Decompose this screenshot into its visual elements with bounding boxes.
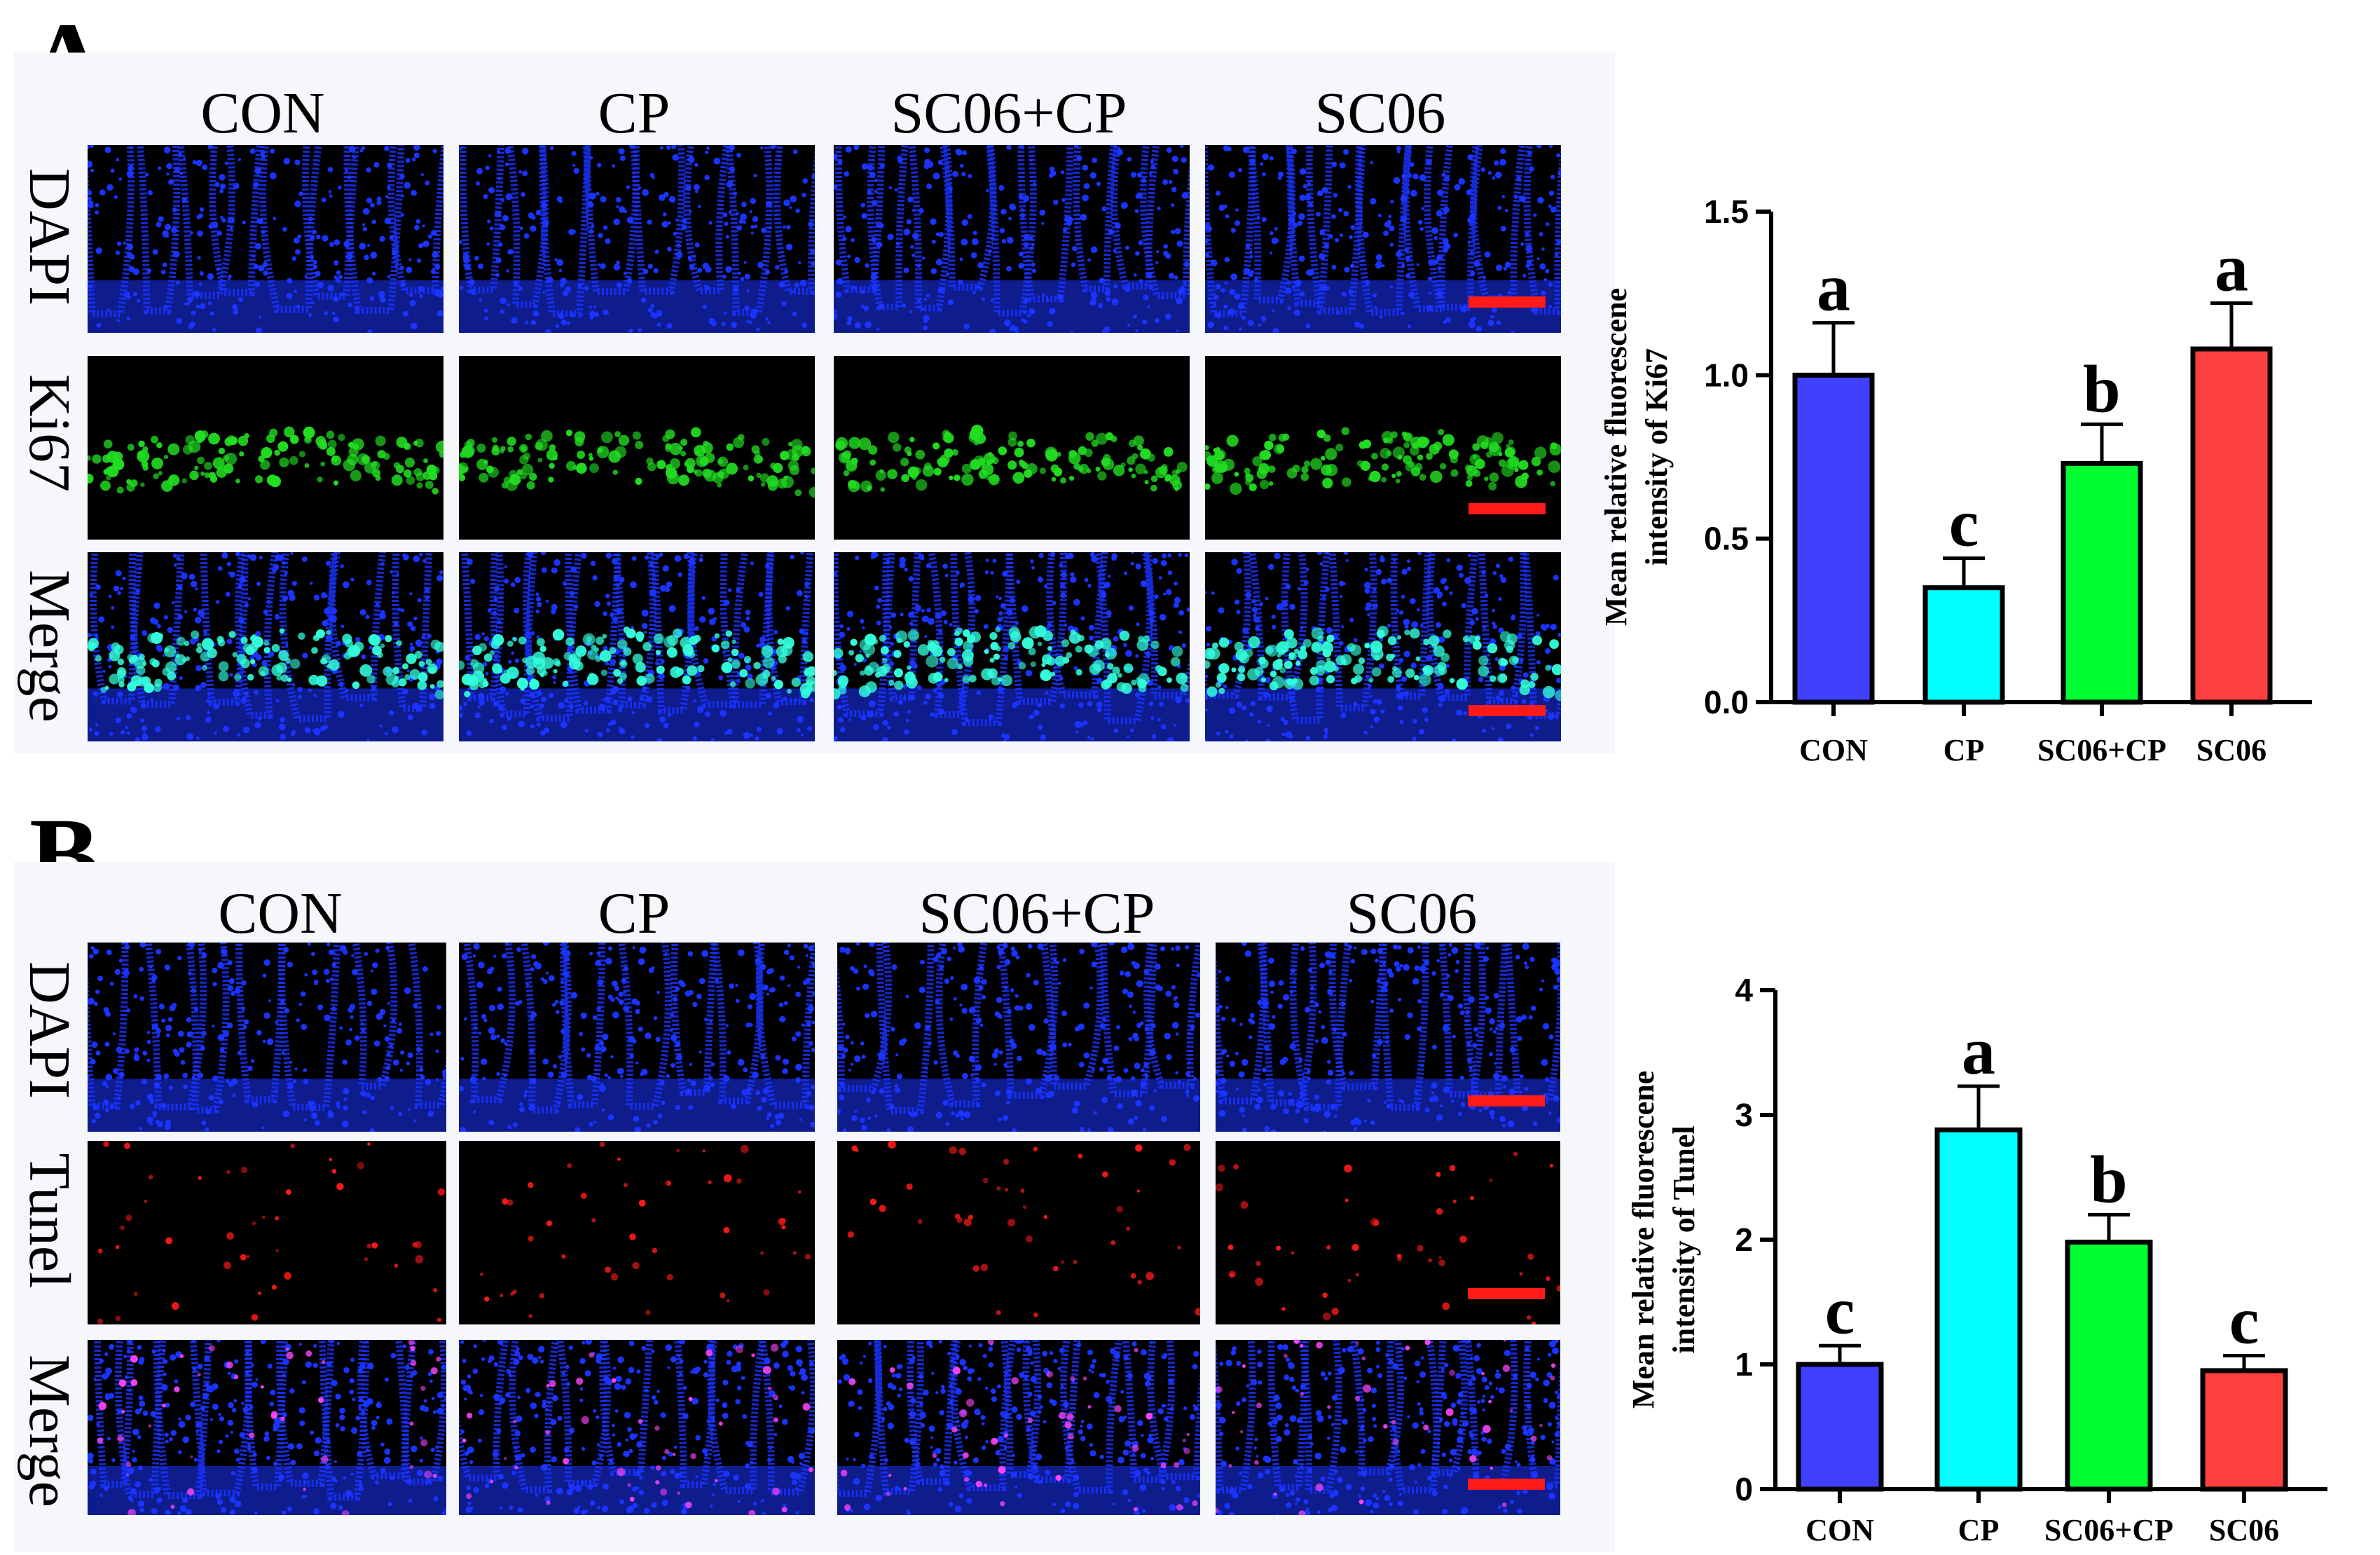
x-tick-label: SC06+CP [2044,1513,2173,1547]
y-tick-label: 0 [1735,1471,1753,1507]
micrograph-tile [1216,943,1560,1132]
y-tick-label: 0.0 [1704,684,1749,720]
significance-letter: c [1949,486,1979,561]
ki67-bar-chart: 0.0 0.5 1.0 1.5 Mean relative fluorescene int… [1599,193,2312,767]
x-tick-label: CP [1944,733,1985,767]
y-axis-label-line: intensity of Tunel [1667,1125,1701,1353]
bar [1922,585,2005,705]
y-tick-label: 1.0 [1704,357,1749,393]
significance-letter: a [1817,250,1850,325]
scale-bar [1468,1095,1545,1107]
tunel-bar-chart: 0 1 2 3 4 Mean relative fluorescene intensity … [1626,972,2327,1547]
y-tick-label: 1.5 [1704,193,1749,230]
micrograph-tile [837,1340,1200,1515]
y-axis-label: Mean relative fluorescene intensity of Tu… [1626,1071,1701,1409]
micrograph-tile [459,943,815,1132]
micrograph-tile [88,145,443,333]
panel-a-col-con: CON [200,81,325,146]
panel-a-col-sc06cp: SC06+CP [890,81,1127,146]
panel-b-col-sc06: SC06 [1346,881,1478,946]
micrograph-tile [834,356,1190,540]
y-tick-label: 2 [1735,1221,1753,1258]
panel-b-row-tunel: Tunel [17,1153,82,1289]
panel-b-col-con: CON [218,881,343,946]
micrograph-tile [88,1141,446,1324]
scale-bar [1468,1288,1545,1299]
scale-bar [1468,705,1546,716]
panel-b-row-merge: Merge [17,1355,82,1507]
significance-letter: b [2083,351,2120,426]
panel-a-col-cp: CP [598,81,670,146]
x-tick-label: SC06+CP [2037,733,2166,767]
bar [1792,372,1875,705]
x-tick-label: SC06 [2196,733,2266,767]
micrograph-tile [834,145,1190,333]
y-tick-label: 4 [1735,972,1753,1008]
micrograph-tile [837,1141,1200,1324]
micrograph-tile [1205,356,1561,540]
y-axis-label-line: Mean relative fluorescene [1626,1071,1660,1409]
bar [2190,346,2273,705]
panel-a-row-ki67: Ki67 [17,374,82,492]
significance-letter: a [1962,1013,1995,1088]
panel-a-row-dapi: DAPI [17,167,82,306]
x-tick-label: CON [1799,733,1868,767]
micrograph-tile [459,552,815,741]
scale-bar [1468,296,1546,308]
bar [1934,1127,2023,1492]
bar [2065,1240,2153,1492]
significance-letter: c [2229,1283,2259,1358]
panel-b-row-dapi: DAPI [17,961,82,1100]
panel-b-col-sc06cp: SC06+CP [919,881,1155,946]
x-tick-label: CON [1805,1513,1874,1547]
x-tick-label: SC06 [2209,1513,2279,1547]
micrograph-tile [459,1141,815,1324]
significance-letter: a [2215,231,2248,306]
bar [2200,1368,2288,1492]
micrograph-tile [88,1340,446,1515]
y-tick-label: 0.5 [1704,521,1749,557]
panel-a-col-sc06: SC06 [1314,81,1446,146]
micrograph-tile [88,552,443,741]
scale-bar [1468,503,1546,514]
micrograph-tile [459,1340,815,1515]
y-axis-label: Mean relative fluorescene intensity of Ki… [1599,288,1674,626]
micrograph-tile [1216,1340,1560,1515]
y-axis-label-line: Mean relative fluorescene [1599,288,1633,626]
micrograph-tile [1205,145,1561,333]
micrograph-tile [88,356,443,540]
bar [2061,460,2143,705]
micrograph-tile [88,943,446,1132]
panel-b-col-cp: CP [598,881,670,946]
y-axis-label-line: intensity of Ki67 [1639,348,1674,566]
bar [1796,1362,1884,1492]
significance-letter: c [1825,1273,1855,1348]
y-tick-label: 3 [1735,1097,1753,1133]
y-tick-label: 1 [1735,1346,1753,1383]
micrograph-tile [1216,1141,1560,1324]
micrograph-tile [834,552,1190,741]
micrograph-tile [837,943,1200,1132]
micrograph-tile [459,145,815,333]
micrograph-tile [1205,552,1561,741]
panel-a-row-merge: Merge [17,570,82,722]
x-tick-label: CP [1958,1513,2000,1547]
micrograph-tile [459,356,815,540]
significance-letter: b [2090,1142,2127,1217]
scale-bar [1468,1479,1545,1490]
